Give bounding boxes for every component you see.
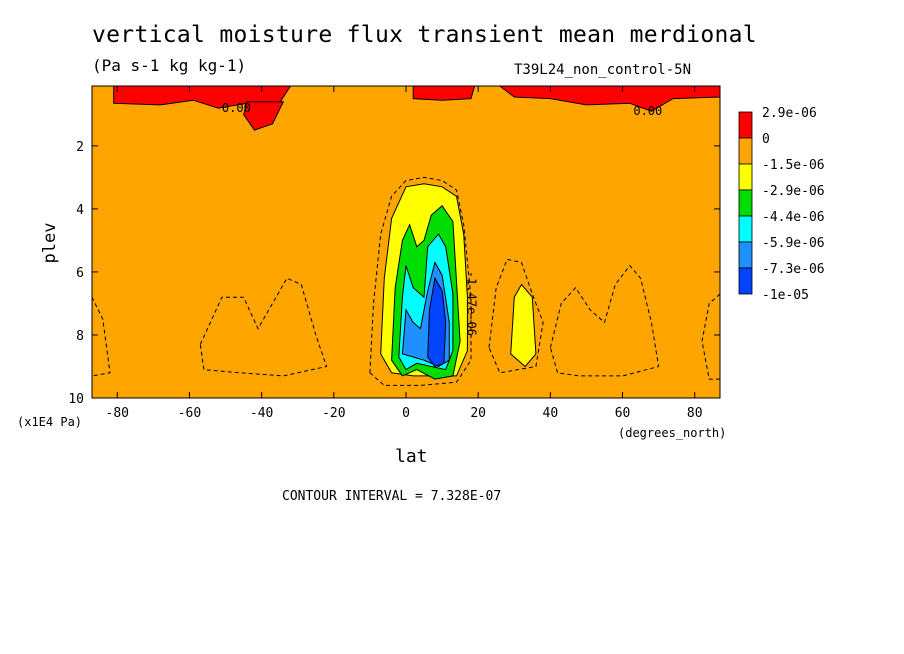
north-midlat-contour: [549, 264, 660, 377]
darkblue-core: [427, 276, 447, 368]
x-tick-label--80: -80: [106, 406, 129, 421]
colorbar-label-5: -5.9e-06: [762, 236, 825, 251]
colorbar-swatch-5: [738, 241, 753, 269]
red-patch-2: [243, 101, 285, 131]
x-tick-label--40: -40: [250, 406, 273, 421]
x-axis-units: (degrees_north): [618, 426, 727, 440]
contour-label-1: 0.00: [633, 104, 662, 118]
x-tick-label-60: 60: [615, 406, 631, 421]
y-tick-label-2: 2: [76, 140, 84, 155]
north-pole-contour: [701, 292, 721, 380]
y-axis-label: plev: [40, 223, 60, 264]
south-pole-contour: [91, 296, 111, 377]
outer-negative-contour: [369, 176, 472, 386]
yellow-secondary: [510, 283, 537, 368]
x-tick-label-80: 80: [687, 406, 703, 421]
red-patch-1: [113, 85, 292, 109]
colorbar-swatch-3: [738, 189, 753, 217]
colorbar-swatch-1: [738, 137, 753, 165]
y-tick-label-10: 10: [68, 392, 84, 407]
colorbar-swatch-6: [738, 267, 753, 295]
north-30-contour: [488, 258, 544, 374]
contour-interval-note: CONTOUR INTERVAL = 7.328E-07: [282, 489, 502, 504]
midlat-south-contour: [199, 277, 328, 377]
colorbar-swatch-0: [738, 111, 753, 139]
colorbar-label-2: -1.5e-06: [762, 158, 825, 173]
contour-label-2: -1.47e-06: [464, 271, 478, 336]
colorbar-label-4: -4.4e-06: [762, 210, 825, 225]
y-tick-label-8: 8: [76, 329, 84, 344]
x-tick-label-40: 40: [543, 406, 559, 421]
colorbar-swatch-2: [738, 163, 753, 191]
contour-label-0: 0.00: [222, 101, 251, 115]
chart-units: (Pa s-1 kg kg-1): [92, 56, 247, 75]
y-axis-units: (x1E4 Pa): [17, 415, 83, 429]
y-tick-label-6: 6: [76, 266, 84, 281]
colorbar-label-0: 2.9e-06: [762, 106, 817, 121]
colorbar-swatch-4: [738, 215, 753, 243]
dataset-label: T39L24_non_control-5N: [514, 62, 692, 78]
red-patch-3: [412, 85, 476, 101]
colorbar-label-3: -2.9e-06: [762, 184, 825, 199]
colorbar-label-7: -1e-05: [762, 288, 809, 303]
x-axis-label: lat: [395, 446, 428, 467]
colorbar-label-6: -7.3e-06: [762, 262, 825, 277]
colorbar-label-1: 0: [762, 132, 770, 147]
x-tick-label--60: -60: [178, 406, 201, 421]
x-tick-label--20: -20: [322, 406, 345, 421]
x-tick-label-0: 0: [402, 406, 410, 421]
x-tick-label-20: 20: [470, 406, 486, 421]
chart-title: vertical moisture flux transient mean me…: [92, 22, 757, 48]
y-tick-label-4: 4: [76, 203, 84, 218]
